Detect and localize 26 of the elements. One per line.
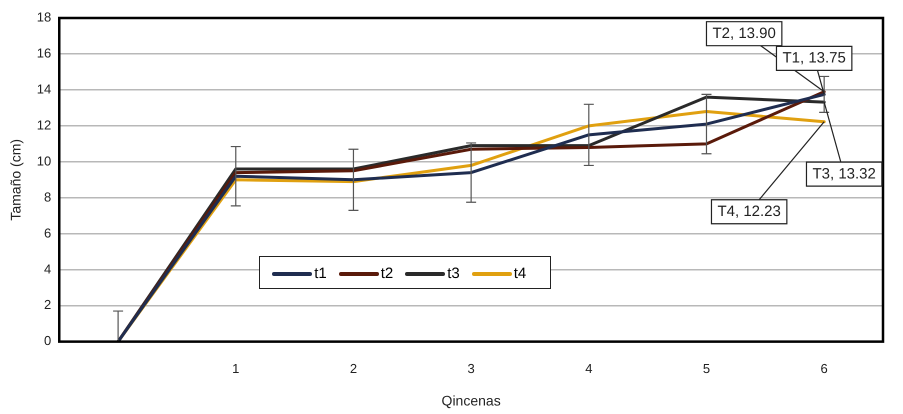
legend-label: t4 — [512, 265, 526, 282]
y-tick-label: 8 — [44, 189, 52, 204]
y-tick-label: 2 — [44, 297, 52, 312]
y-axis-title: Tamaño (cm) — [7, 138, 24, 221]
x-tick-label: 3 — [468, 360, 475, 376]
x-tick-label: 1 — [232, 360, 240, 376]
y-tick-label: 4 — [44, 261, 52, 276]
x-tick-label: 5 — [702, 360, 710, 376]
x-tick-label: 2 — [350, 360, 358, 376]
legend-label: t3 — [446, 265, 460, 282]
annotation: T1, 13.75 — [782, 50, 846, 67]
legend-label: t2 — [380, 265, 394, 282]
y-tick-label: 14 — [36, 81, 52, 96]
y-tick-label: 18 — [36, 10, 52, 25]
annotation: T4, 12.23 — [717, 202, 781, 220]
y-tick-label: 0 — [44, 333, 52, 348]
x-tick-label: 4 — [585, 360, 592, 376]
x-tick-label: 6 — [820, 360, 828, 376]
annotation: T2, 13.90 — [712, 24, 776, 42]
y-tick-label: 6 — [44, 225, 52, 240]
x-axis-title: Qincenas — [442, 392, 501, 408]
y-tick-label: 12 — [36, 117, 52, 132]
y-tick-label: 10 — [36, 153, 52, 168]
legend-label: t1 — [313, 265, 327, 282]
y-tick-label: 16 — [36, 46, 52, 61]
annotation: T3, 13.32 — [812, 165, 876, 182]
